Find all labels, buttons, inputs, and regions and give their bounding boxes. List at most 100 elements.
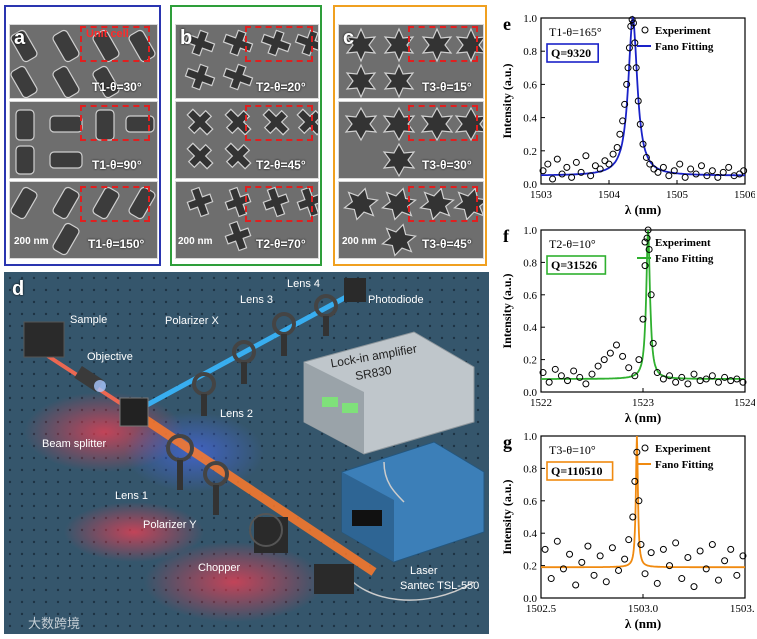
experiment-point — [721, 373, 729, 381]
experiment-point — [697, 162, 705, 170]
experiment-point — [601, 157, 609, 165]
experiment-point — [549, 175, 557, 183]
label-laser-model: Santec TSL-550 — [400, 580, 480, 592]
unit-cell-box-a3 — [80, 186, 150, 222]
experiment-point — [702, 565, 710, 573]
experiment-point — [739, 378, 747, 386]
experiment-point — [608, 544, 616, 552]
q-factor-label: Q=31526 — [551, 258, 597, 272]
panel-b-caption-1: T2-θ=20° — [256, 80, 306, 94]
legend-label-fit: Fano Fitting — [655, 459, 714, 471]
experiment-point — [642, 153, 650, 161]
experiment-point — [553, 537, 561, 545]
experiment-point — [659, 375, 667, 383]
panel-letter-b: b — [180, 27, 193, 49]
experiment-point — [551, 365, 559, 373]
experiment-point — [666, 562, 674, 570]
experiment-point — [606, 349, 614, 357]
unit-cell-label: Unit cell — [86, 28, 129, 40]
experiment-point — [577, 168, 585, 176]
panel-c-frame — [333, 5, 487, 266]
experiment-point — [539, 369, 547, 377]
experiment-point — [641, 262, 649, 270]
experiment-point — [646, 160, 654, 168]
chart-e: e 0.0 0.2 0.4 0.6 0.8 1.0 1503 1504 1505 1506 λ (nm… — [497, 10, 757, 220]
y-tick-label: 0.0 — [523, 179, 537, 191]
experiment-point — [696, 547, 704, 555]
chart-annotation: T2-θ=10° — [549, 237, 596, 251]
x-tick-label: 1523 — [632, 397, 655, 409]
plot-area — [540, 17, 746, 185]
experiment-point — [605, 160, 613, 168]
experiment-point — [714, 378, 722, 386]
experiment-point — [613, 143, 621, 151]
panel-b-caption-3: T2-θ=70° — [256, 237, 306, 251]
experiment-point — [637, 541, 645, 549]
experiment-point — [659, 545, 667, 553]
experiment-point — [615, 566, 623, 574]
label-sample: Sample — [70, 314, 108, 326]
legend-marker-experiment — [641, 26, 649, 34]
experiment-point — [636, 120, 644, 128]
y-tick-label: 0.4 — [523, 322, 537, 334]
experiment-point — [545, 378, 553, 386]
experiment-point — [676, 160, 684, 168]
unit-cell-box-b2 — [245, 105, 313, 141]
experiment-point — [727, 545, 735, 553]
unit-cell-box-a — [80, 26, 150, 62]
unit-cell-box-c3 — [408, 186, 478, 222]
experiment-point — [596, 552, 604, 560]
experiment-point — [647, 549, 655, 557]
experiment-point — [625, 44, 633, 52]
sem-pattern-c3 — [342, 187, 483, 257]
experiment-point — [629, 19, 637, 27]
x-tick-label: 1502.5 — [526, 603, 557, 615]
q-factor-box — [546, 255, 607, 275]
experiment-point — [582, 152, 590, 160]
experiment-point — [690, 583, 698, 591]
legend-label-experiment: Experiment — [655, 25, 711, 37]
experiment-point — [616, 130, 624, 138]
chart-f-svg: f 0.0 0.2 0.4 0.6 0.8 1.0 1522 1523 1524 λ (nm) Int… — [500, 225, 757, 425]
unit-cell-box-b3 — [245, 186, 313, 222]
experiment-point — [733, 375, 741, 383]
experiment-point — [690, 370, 698, 378]
experiment-point — [672, 539, 680, 547]
experiment-point — [568, 173, 576, 181]
legend-label-fit: Fano Fitting — [655, 41, 714, 53]
chart-f: f 0.0 0.2 0.4 0.6 0.8 1.0 1522 1523 1524 λ (nm) Int… — [497, 222, 757, 428]
y-tick-label: 1.0 — [523, 225, 537, 237]
unit-cell-box-a2 — [80, 105, 150, 141]
experiment-point — [703, 172, 711, 180]
experiment-point — [584, 542, 592, 550]
y-tick-label: 0.6 — [523, 290, 537, 302]
experiment-point — [588, 370, 596, 378]
q-factor-box — [546, 461, 614, 481]
legend-label-fit: Fano Fitting — [655, 253, 714, 265]
label-lens3: Lens 3 — [240, 294, 274, 306]
y-tick-label: 1.0 — [523, 13, 537, 25]
panel-a-caption-1: T1-θ=30° — [92, 80, 142, 94]
panel-letter-d: d — [12, 278, 25, 300]
experiment-point — [733, 571, 741, 579]
panel-letter-f: f — [503, 226, 510, 246]
experiment-point — [539, 167, 547, 175]
experiment-point — [547, 575, 555, 583]
experiment-point — [628, 16, 636, 24]
panel-c-caption-1: T3-θ=15° — [422, 80, 472, 94]
experiment-point — [635, 356, 643, 364]
experiment-point — [647, 291, 655, 299]
panel-b-sem-row-3 — [175, 181, 319, 259]
experiment-point — [719, 168, 727, 176]
y-tick-label: 1.0 — [523, 431, 537, 443]
experiment-point — [558, 170, 566, 178]
x-tick-label: 1524 — [734, 397, 755, 409]
chart-annotation: T3-θ=10° — [549, 443, 596, 457]
experiment-point — [612, 341, 620, 349]
experiment-point — [639, 315, 647, 323]
experiment-point — [634, 97, 642, 105]
x-axis-label: λ (nm) — [625, 202, 661, 217]
experiment-point — [714, 173, 722, 181]
experiment-point — [625, 536, 633, 544]
experiment-point — [591, 162, 599, 170]
